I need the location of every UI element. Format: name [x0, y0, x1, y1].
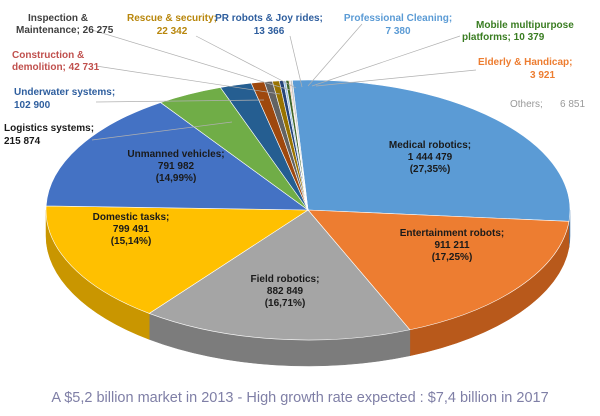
slice-label-name-2: Field robotics;	[251, 274, 320, 285]
slice-label-name-1: Entertainment robots;	[400, 228, 504, 239]
slice-label-13-value_text: 3 921	[530, 70, 555, 81]
pie-slice-1	[307, 209, 570, 331]
slice-label-name-3: Domestic tasks;	[93, 212, 170, 223]
leader-line-13	[315, 69, 477, 87]
pie-slices	[45, 79, 571, 341]
pie-slice-0	[291, 79, 571, 222]
slice-label-6-name: Underwater systems;	[14, 87, 115, 98]
slice-label-12-name: Mobile multipurpose	[476, 20, 574, 31]
pie-slice-3	[45, 205, 309, 314]
slice-labels: Medical robotics;1 444 479(27,35%) Entert…	[4, 13, 585, 309]
slice-label-8-name2: Maintenance; 26 275	[16, 25, 114, 36]
leader-line-11	[307, 23, 363, 87]
pie-slice-4	[45, 102, 309, 211]
slice-label-value-0: 1 444 479	[408, 152, 453, 163]
slice-label-9-value_text: 22 342	[157, 26, 188, 37]
pie-slice-2	[148, 209, 411, 341]
leader-line-8	[91, 29, 291, 91]
slice-label-pct-4: (14,99%)	[156, 173, 197, 184]
slice-label-pct-0: (27,35%)	[410, 164, 451, 175]
slice-label-10-value_text: 13 366	[254, 26, 285, 37]
slice-label-10-name: PR robots & Joy rides;	[215, 13, 323, 24]
slice-label-12-name2: platforms; 10 379	[462, 32, 545, 43]
slice-label-9-name: Rescue & security;	[127, 13, 217, 24]
slice-label-value-2: 882 849	[267, 286, 304, 297]
slice-label-7-name2: demolition; 42 731	[12, 62, 100, 73]
slice-label-11-name: Professional Cleaning;	[344, 13, 452, 24]
slice-label-pct-2: (16,71%)	[265, 298, 306, 309]
slice-label-value-4: 791 982	[158, 161, 195, 172]
leader-line-10	[289, 35, 303, 88]
slice-label-value-3: 799 491	[113, 224, 150, 235]
pie-slice-14	[289, 79, 309, 211]
slice-label-13-name: Elderly & Handicap;	[478, 57, 572, 68]
leader-line-6	[95, 99, 265, 103]
slice-label-5-name: Logistics systems;	[4, 123, 94, 134]
slice-label-name-4: Unmanned vehicles;	[127, 149, 224, 160]
chart-caption: A $5,2 billion market in 2013 - High gro…	[51, 390, 548, 406]
slice-label-11-value_text: 7 380	[385, 26, 410, 37]
slice-label-14-name: Others;	[510, 99, 543, 110]
leader-line-9	[195, 35, 297, 89]
slice-label-6-value_text: 102 900	[14, 100, 51, 111]
leader-line-5	[91, 121, 233, 141]
slice-label-5-value_text: 215 874	[4, 136, 41, 147]
leader-lines	[91, 23, 477, 141]
slice-label-pct-1: (17,25%)	[432, 252, 473, 263]
slice-label-value-1: 911 211	[434, 240, 469, 251]
leader-line-12	[311, 35, 461, 87]
slice-label-14-value_text: 6 851	[560, 99, 585, 110]
slice-label-name-0: Medical robotics;	[389, 140, 471, 151]
leader-line-7	[95, 65, 281, 95]
slice-label-pct-3: (15,14%)	[111, 236, 152, 247]
slice-label-8-name: Inspection &	[28, 13, 88, 24]
slice-label-7-name: Construction &	[12, 50, 84, 61]
